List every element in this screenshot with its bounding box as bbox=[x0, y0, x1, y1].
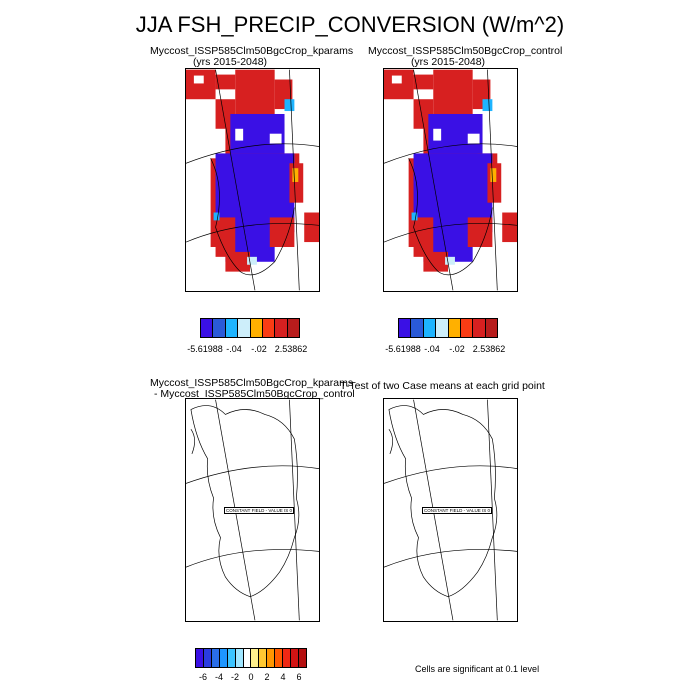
panel-title-kparams: Myccost_ISSP585Clm50BgcCrop_kparams (yrs… bbox=[150, 45, 354, 68]
colorbar-difference bbox=[195, 648, 307, 668]
color-swatch bbox=[460, 319, 474, 337]
colorbar-tick-label: 2.53862 bbox=[472, 344, 506, 354]
color-swatch bbox=[201, 319, 214, 337]
colorbar-tick-label: -.02 bbox=[251, 344, 267, 354]
colorbar-kparams bbox=[200, 318, 300, 338]
panel-title-difference: Myccost_ISSP585Clm50BgcCrop_kparams - My… bbox=[150, 377, 355, 400]
colorbar-tick-label: 4 bbox=[280, 672, 286, 682]
color-swatch bbox=[262, 319, 276, 337]
figure-title: JJA FSH_PRECIP_CONVERSION (W/m^2) bbox=[135, 12, 565, 37]
panel-title-line2: - Myccost_ISSP585Clm50BgcCrop_control bbox=[154, 388, 355, 400]
color-swatch bbox=[238, 319, 251, 337]
colorbar-tick-label: -.02 bbox=[449, 344, 465, 354]
map-difference: CONSTANT FIELD - VALUE IS 0 bbox=[185, 398, 320, 622]
color-swatch bbox=[259, 649, 268, 667]
color-swatch bbox=[411, 319, 424, 337]
color-swatch bbox=[235, 649, 244, 667]
map-kparams-svg bbox=[186, 69, 319, 291]
colorbar-tick-label: 0 bbox=[248, 672, 254, 682]
map-control-svg bbox=[384, 69, 517, 291]
color-swatch bbox=[298, 649, 306, 667]
colorbar-tick-label: -2 bbox=[230, 672, 240, 682]
constant-field-label: CONSTANT FIELD - VALUE IS 0 bbox=[224, 507, 295, 514]
color-swatch bbox=[399, 319, 412, 337]
color-swatch bbox=[243, 649, 252, 667]
color-swatch bbox=[473, 319, 486, 337]
color-swatch bbox=[219, 649, 228, 667]
color-swatch bbox=[267, 649, 276, 667]
colorbar-control bbox=[398, 318, 498, 338]
color-swatch bbox=[196, 649, 204, 667]
color-swatch bbox=[291, 649, 299, 667]
panel-title-line2: (yrs 2015-2048) bbox=[410, 56, 486, 68]
map-difference-svg bbox=[186, 399, 319, 621]
panel-title-control: Myccost_ISSP585Clm50BgcCrop_control (yrs… bbox=[368, 45, 563, 68]
constant-field-label: CONSTANT FIELD - VALUE IS 0 bbox=[422, 507, 493, 514]
color-swatch bbox=[275, 649, 284, 667]
colorbar-tick-label: -5.61988 bbox=[187, 344, 223, 354]
panel-title-line1: Myccost_ISSP585Clm50BgcCrop_control bbox=[368, 45, 563, 57]
color-swatch bbox=[211, 649, 220, 667]
panel-title-line1: Myccost_ISSP585Clm50BgcCrop_kparams bbox=[150, 45, 354, 57]
color-swatch bbox=[275, 319, 288, 337]
colorbar-tick-label: -4 bbox=[214, 672, 224, 682]
color-swatch bbox=[448, 319, 461, 337]
colorbar-tick-label: -5.61988 bbox=[385, 344, 421, 354]
color-swatch bbox=[436, 319, 449, 337]
significance-note: Cells are significant at 0.1 level bbox=[415, 664, 540, 674]
color-swatch bbox=[225, 319, 239, 337]
map-kparams bbox=[185, 68, 320, 292]
color-swatch bbox=[485, 319, 497, 337]
color-swatch bbox=[423, 319, 437, 337]
color-swatch bbox=[250, 319, 263, 337]
color-swatch bbox=[203, 649, 212, 667]
map-control bbox=[383, 68, 518, 292]
color-swatch bbox=[227, 649, 236, 667]
panel-title-line2: (yrs 2015-2048) bbox=[192, 56, 268, 68]
colorbar-tick-label: 6 bbox=[296, 672, 302, 682]
colorbar-tick-label: -.04 bbox=[226, 344, 242, 354]
color-swatch bbox=[287, 319, 299, 337]
map-ttest: CONSTANT FIELD - VALUE IS 0 bbox=[383, 398, 518, 622]
colorbar-tick-label: 2 bbox=[264, 672, 270, 682]
color-swatch bbox=[213, 319, 226, 337]
color-swatch bbox=[251, 649, 260, 667]
panel-title-ttest: T-Test of two Case means at each grid po… bbox=[340, 380, 545, 392]
colorbar-tick-label: 2.53862 bbox=[274, 344, 308, 354]
color-swatch bbox=[283, 649, 292, 667]
colorbar-tick-label: -6 bbox=[198, 672, 208, 682]
panel-title-line1: Myccost_ISSP585Clm50BgcCrop_kparams bbox=[150, 377, 354, 389]
colorbar-tick-label: -.04 bbox=[424, 344, 440, 354]
